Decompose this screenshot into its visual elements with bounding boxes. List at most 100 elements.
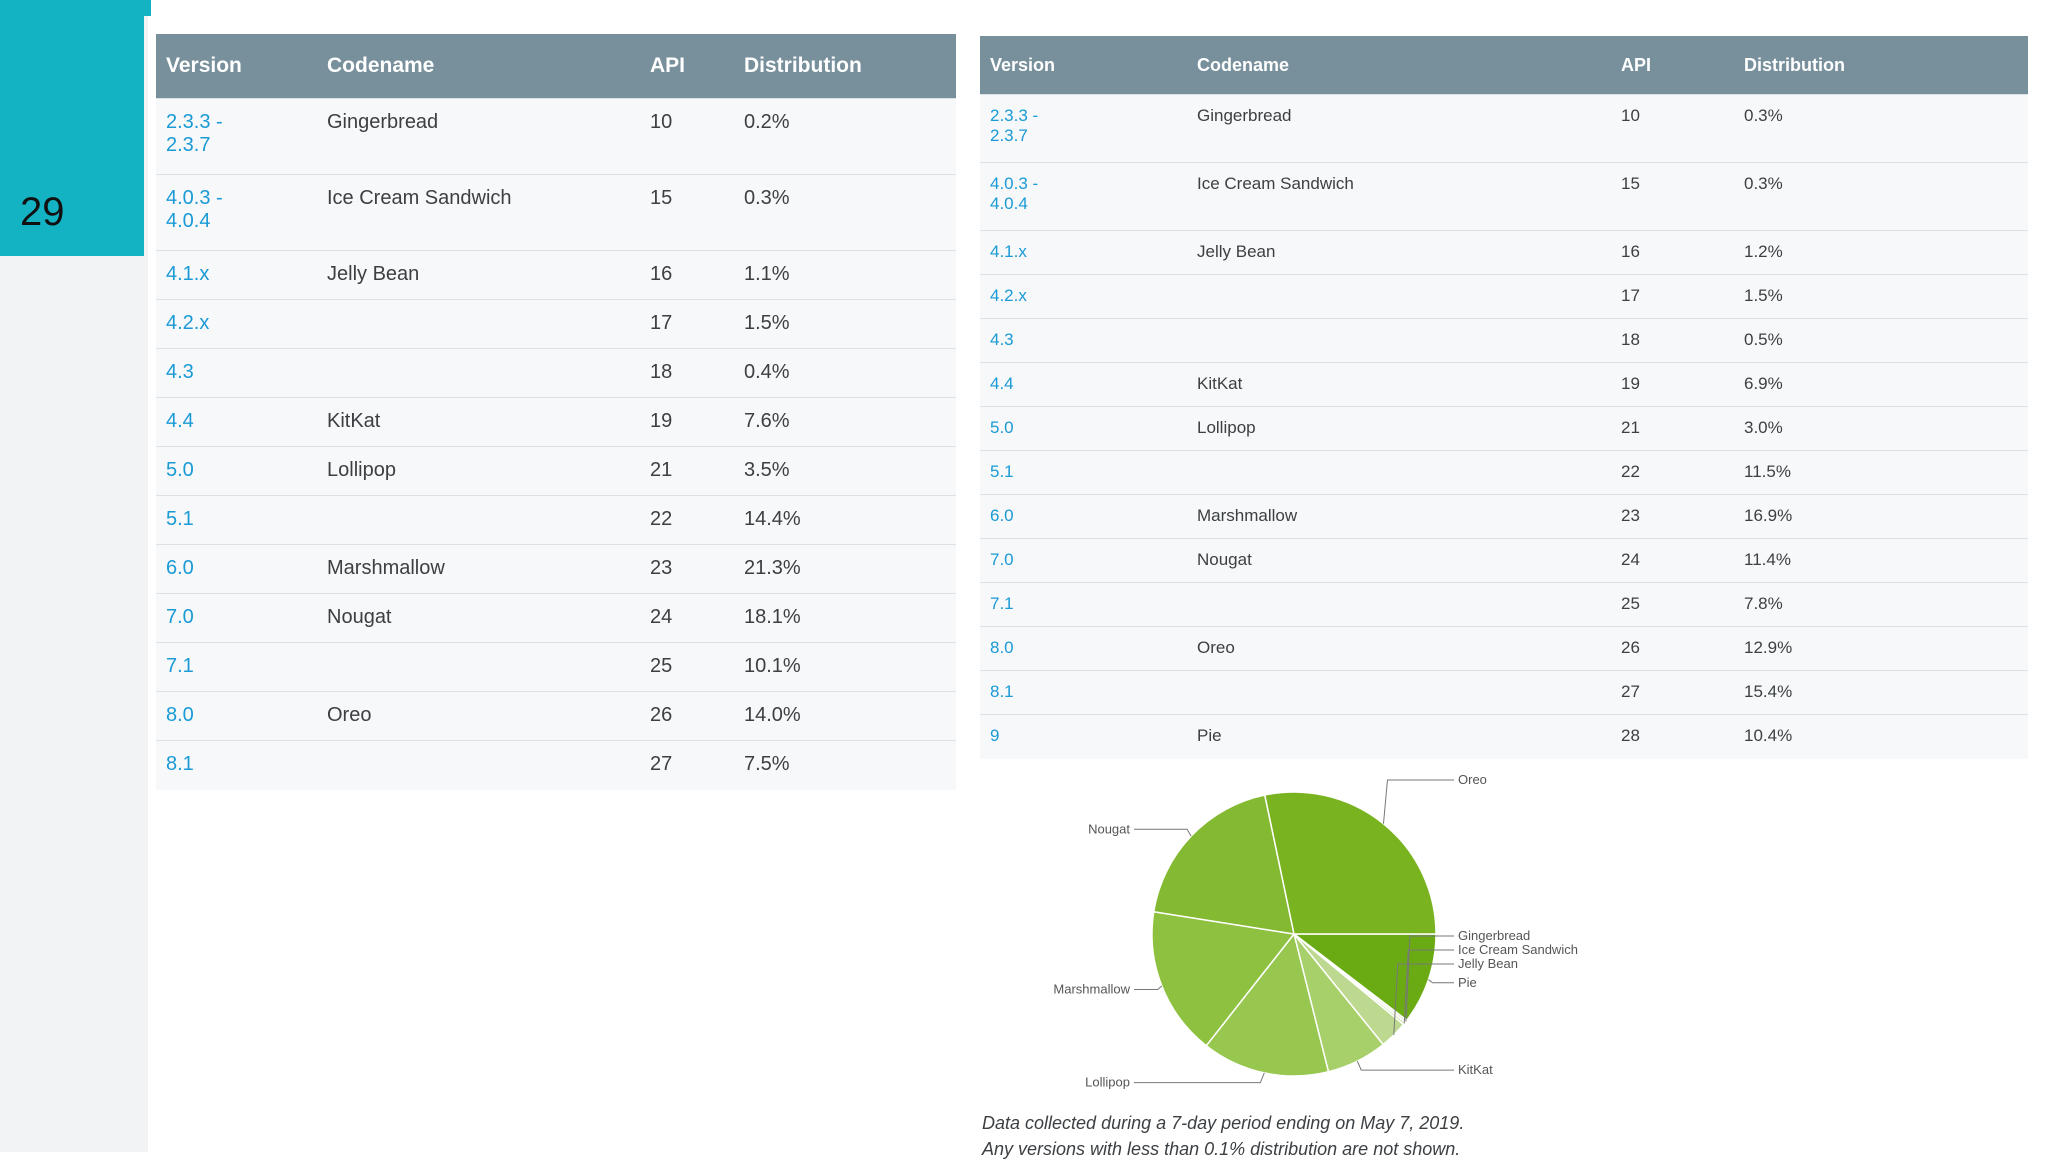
table-row: 4.2.x 17 1.5% [156,299,956,349]
api-level-cell: 17 [1611,274,1734,319]
version-link[interactable]: 4.4 [156,397,317,447]
pie-leader-line [1428,979,1454,984]
version-link[interactable]: 8.1 [156,740,317,790]
version-link[interactable]: 6.0 [156,544,317,594]
version-link[interactable]: 5.1 [156,495,317,545]
version-link[interactable]: 8.1 [980,670,1187,715]
distribution-cell: 7.5% [734,740,956,790]
codename-cell: Nougat [1187,538,1611,583]
pie-label: Jelly Bean [1458,956,1518,971]
table-header-row: Version Codename API Distribution [156,34,956,99]
pie-label: Ice Cream Sandwich [1458,942,1578,957]
version-link[interactable]: 6.0 [980,494,1187,539]
distribution-cell: 3.5% [734,446,956,496]
codename-cell [317,642,640,692]
table-row: 6.0 Marshmallow 23 16.9% [980,494,2028,539]
version-link[interactable]: 7.1 [980,582,1187,627]
api-level-cell: 16 [1611,230,1734,275]
api-level-cell: 21 [640,446,734,496]
pie-leader-line [1134,1072,1265,1084]
pie-leader-line [1393,963,1454,1036]
api-level-cell: 16 [640,250,734,300]
version-link[interactable]: 4.1.x [980,230,1187,275]
table-row: 7.0 Nougat 24 18.1% [156,593,956,643]
table-row: 2.3.3 - 2.3.7 Gingerbread 10 0.3% [980,94,2028,163]
version-link[interactable]: 4.0.3 - 4.0.4 [980,162,1187,231]
distribution-cell: 0.3% [1734,162,2028,231]
header-version: Version [156,34,317,99]
footnote-line-1: Data collected during a 7-day period end… [982,1113,1465,1133]
distribution-cell: 1.5% [734,299,956,349]
version-link[interactable]: 5.0 [156,446,317,496]
api-level-cell: 10 [1611,94,1734,163]
version-link[interactable]: 4.0.3 - 4.0.4 [156,174,317,251]
codename-cell: Marshmallow [317,544,640,594]
table-row: 5.1 22 14.4% [156,495,956,545]
header-distribution: Distribution [1734,36,2028,95]
codename-cell: KitKat [317,397,640,447]
distribution-cell: 10.1% [734,642,956,692]
codename-cell: Gingerbread [1187,94,1611,163]
table-header-row: Version Codename API Distribution [980,36,2028,95]
distribution-cell: 21.3% [734,544,956,594]
distribution-cell: 7.6% [734,397,956,447]
version-link[interactable]: 7.0 [156,593,317,643]
api-level-cell: 18 [640,348,734,398]
distribution-cell: 0.3% [1734,94,2028,163]
version-link[interactable]: 7.0 [980,538,1187,583]
distribution-cell: 6.9% [1734,362,2028,407]
version-link[interactable]: 9 [980,714,1187,759]
codename-cell [317,299,640,349]
table-row: 8.0 Oreo 26 14.0% [156,691,956,741]
api-level-cell: 26 [1611,626,1734,671]
pie-slice-oreo [1263,791,1437,935]
version-link[interactable]: 4.2.x [980,274,1187,319]
version-link[interactable]: 4.2.x [156,299,317,349]
pie-label: Pie [1458,975,1477,990]
version-link[interactable]: 2.3.3 - 2.3.7 [156,98,317,175]
table-row: 7.1 25 10.1% [156,642,956,692]
version-link[interactable]: 5.0 [980,406,1187,451]
version-link[interactable]: 4.4 [980,362,1187,407]
table-row: 5.0 Lollipop 21 3.0% [980,406,2028,451]
api-level-cell: 17 [640,299,734,349]
codename-cell: Marshmallow [1187,494,1611,539]
api-level-cell: 24 [640,593,734,643]
codename-cell [1187,582,1611,627]
table-row: 4.1.x Jelly Bean 16 1.1% [156,250,956,300]
pie-label: KitKat [1458,1062,1493,1077]
table-row: 4.4 KitKat 19 6.9% [980,362,2028,407]
pie-label: Gingerbread [1458,928,1530,943]
version-link[interactable]: 8.0 [980,626,1187,671]
table-row: 4.0.3 - 4.0.4 Ice Cream Sandwich 15 0.3% [156,174,956,251]
codename-cell: Oreo [317,691,640,741]
codename-cell: Lollipop [317,446,640,496]
distribution-cell: 14.4% [734,495,956,545]
badge-accent [144,0,151,16]
version-link[interactable]: 4.1.x [156,250,317,300]
header-codename: Codename [1187,36,1611,95]
codename-cell: Lollipop [1187,406,1611,451]
codename-cell: Jelly Bean [317,250,640,300]
distribution-cell: 0.4% [734,348,956,398]
codename-cell [1187,318,1611,363]
distribution-cell: 10.4% [1734,714,2028,759]
pie-label: Lollipop [1085,1075,1130,1090]
codename-cell [1187,450,1611,495]
table-row: 4.3 18 0.5% [980,318,2028,363]
distribution-cell: 7.8% [1734,582,2028,627]
pie-leader-line [1134,985,1163,991]
version-link[interactable]: 7.1 [156,642,317,692]
api-level-cell: 22 [1611,450,1734,495]
header-version: Version [980,36,1187,95]
api-level-cell: 22 [640,495,734,545]
version-link[interactable]: 4.3 [156,348,317,398]
table-row: 2.3.3 - 2.3.7 Gingerbread 10 0.2% [156,98,956,175]
version-link[interactable]: 4.3 [980,318,1187,363]
codename-cell: Ice Cream Sandwich [1187,162,1611,231]
version-link[interactable]: 2.3.3 - 2.3.7 [980,94,1187,163]
version-link[interactable]: 8.0 [156,691,317,741]
table-row: 4.2.x 17 1.5% [980,274,2028,319]
distribution-cell: 0.5% [1734,318,2028,363]
version-link[interactable]: 5.1 [980,450,1187,495]
